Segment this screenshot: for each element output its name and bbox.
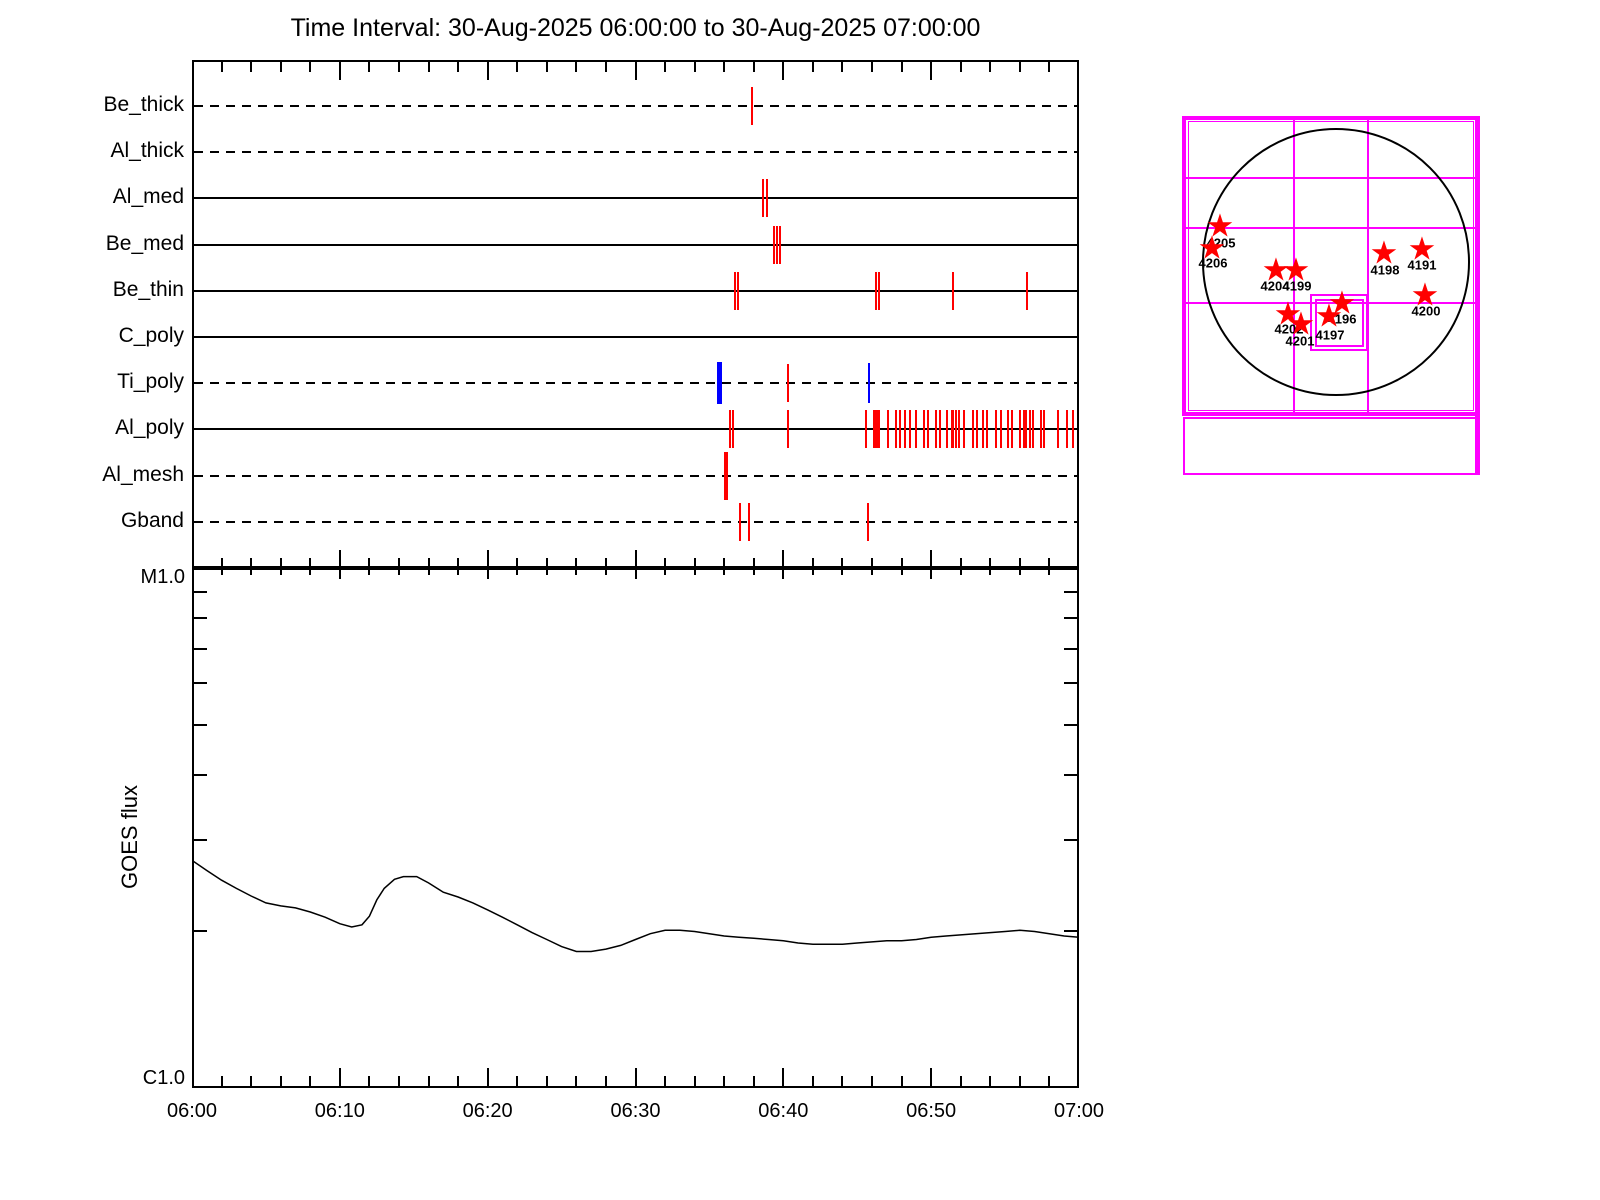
- timeline-panel: [192, 60, 1079, 568]
- time-axis-label-06:00: 06:00: [166, 1100, 218, 1122]
- channel-label-Be_med: Be_med: [105, 231, 184, 255]
- channel-label-Gband: Gband: [120, 508, 184, 532]
- channel-label-Al_med: Al_med: [112, 185, 184, 209]
- page-title: Time Interval: 30-Aug-2025 06:00:00 to 3…: [290, 14, 981, 42]
- fov-right-edge: [1475, 116, 1480, 475]
- channel-label-Al_mesh: Al_mesh: [102, 462, 184, 486]
- fov-inner-box: [1188, 121, 1474, 411]
- fov-bottom-box: [1183, 417, 1478, 475]
- fov-small-box-outer: [1310, 294, 1368, 351]
- goes-flux-curve: [192, 859, 1079, 953]
- channel-label-Be_thin: Be_thin: [112, 277, 184, 301]
- time-axis-label-06:30: 06:30: [610, 1100, 661, 1122]
- time-axis-label-06:50: 06:50: [906, 1100, 957, 1122]
- goes-y-axis-title: GOES flux: [117, 785, 142, 889]
- goes-y-top-label: M1.0: [140, 566, 185, 588]
- time-axis-label-06:40: 06:40: [758, 1100, 809, 1122]
- time-axis-label-07:00: 07:00: [1053, 1100, 1105, 1122]
- time-axis-label-06:20: 06:20: [462, 1100, 513, 1122]
- channel-label-Al_thick: Al_thick: [110, 139, 184, 163]
- time-axis-label-06:10: 06:10: [314, 1100, 365, 1122]
- goes-y-bottom-label: C1.0: [142, 1067, 185, 1089]
- channel-label-Al_poly: Al_poly: [115, 416, 184, 440]
- channel-label-Ti_poly: Ti_poly: [117, 370, 184, 394]
- solar-limb-circle: [1202, 128, 1470, 396]
- channel-label-C_poly: C_poly: [118, 324, 184, 347]
- goes-panel: [192, 568, 1079, 1088]
- fov-small-box-inner: [1315, 299, 1364, 347]
- channel-label-Be_thick: Be_thick: [103, 93, 184, 116]
